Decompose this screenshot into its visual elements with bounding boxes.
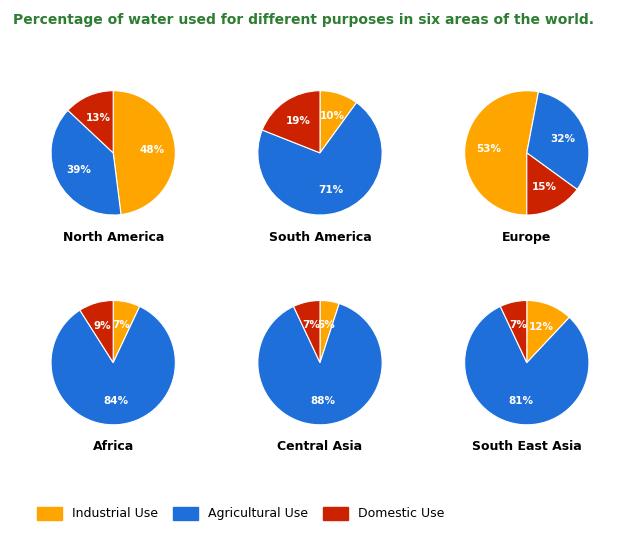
Wedge shape: [258, 103, 382, 215]
Wedge shape: [51, 307, 175, 425]
Wedge shape: [500, 301, 527, 362]
Wedge shape: [527, 301, 570, 362]
Title: Europe: Europe: [502, 230, 552, 244]
Text: 13%: 13%: [85, 113, 110, 122]
Legend: Industrial Use, Agricultural Use, Domestic Use: Industrial Use, Agricultural Use, Domest…: [32, 502, 449, 525]
Wedge shape: [113, 91, 175, 215]
Wedge shape: [465, 307, 589, 425]
Title: Central Asia: Central Asia: [277, 440, 363, 453]
Text: 7%: 7%: [303, 320, 321, 330]
Wedge shape: [527, 153, 577, 215]
Text: Percentage of water used for different purposes in six areas of the world.: Percentage of water used for different p…: [13, 13, 594, 27]
Wedge shape: [527, 92, 589, 190]
Wedge shape: [294, 301, 320, 362]
Title: South America: South America: [269, 230, 371, 244]
Title: Africa: Africa: [93, 440, 134, 453]
Text: 12%: 12%: [529, 322, 554, 332]
Wedge shape: [80, 301, 113, 362]
Text: 39%: 39%: [67, 165, 92, 176]
Text: 53%: 53%: [476, 144, 501, 154]
Text: 19%: 19%: [286, 116, 311, 126]
Title: South East Asia: South East Asia: [472, 440, 582, 453]
Text: 88%: 88%: [310, 396, 335, 406]
Text: 81%: 81%: [508, 396, 533, 406]
Title: North America: North America: [63, 230, 164, 244]
Wedge shape: [320, 91, 356, 153]
Wedge shape: [262, 91, 320, 153]
Text: 32%: 32%: [550, 134, 575, 144]
Text: 9%: 9%: [93, 321, 111, 331]
Text: 48%: 48%: [139, 146, 164, 155]
Text: 84%: 84%: [103, 396, 128, 406]
Wedge shape: [51, 110, 121, 215]
Text: 15%: 15%: [532, 182, 557, 192]
Text: 10%: 10%: [319, 111, 344, 121]
Wedge shape: [68, 91, 113, 153]
Wedge shape: [113, 301, 140, 362]
Text: 71%: 71%: [318, 185, 343, 195]
Wedge shape: [258, 303, 382, 425]
Text: 7%: 7%: [509, 320, 527, 330]
Wedge shape: [465, 91, 538, 215]
Text: 7%: 7%: [113, 320, 131, 330]
Text: 5%: 5%: [317, 320, 335, 330]
Wedge shape: [320, 301, 339, 362]
